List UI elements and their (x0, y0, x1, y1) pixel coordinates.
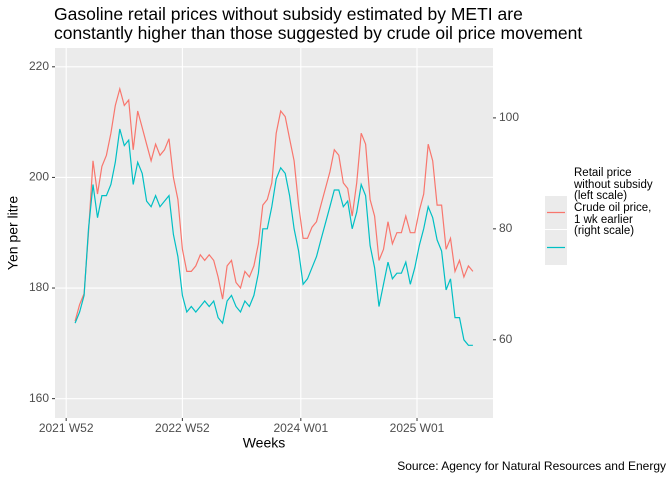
series-line (74, 86, 474, 322)
chart-title: Gasoline retail prices without subsidy e… (54, 4, 583, 43)
y-tick-label: 180 (29, 280, 49, 294)
x-tick-label: 2021 W52 (39, 421, 94, 435)
y-axis-title: Yen per litre (5, 196, 21, 270)
y2-tick-label: 100 (499, 110, 519, 124)
y2-tick-label: 60 (499, 332, 513, 346)
legend-label: Crude oil price, 1 wk earlier (right sca… (574, 202, 652, 237)
x-tick-label: 2022 W52 (155, 421, 210, 435)
plot-background (55, 48, 493, 418)
x-tick-label: 2024 W01 (273, 421, 328, 435)
x-axis-title: Weeks (243, 435, 286, 451)
legend-label: Retail price without subsidy (left scale… (574, 167, 653, 202)
caption: Source: Agency for Natural Resources and… (397, 459, 666, 473)
y2-tick-label: 80 (499, 221, 513, 235)
series-line (74, 128, 473, 346)
y-tick-label: 200 (29, 170, 49, 184)
x-tick-label: 2025 W01 (390, 421, 445, 435)
y-tick-label: 220 (29, 59, 49, 73)
y-tick-label: 160 (29, 391, 49, 405)
